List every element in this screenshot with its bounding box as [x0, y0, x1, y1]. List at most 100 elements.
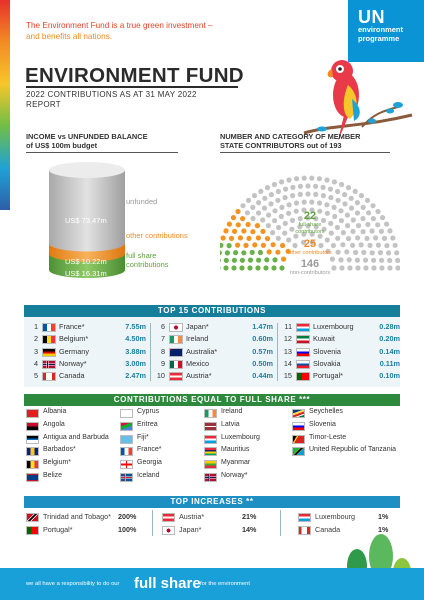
- other-dot: [235, 208, 241, 215]
- non-contributor-dot: [294, 176, 300, 182]
- increase-row: Trinidad and Tobago* 200%: [26, 512, 144, 524]
- other-dot: [241, 228, 247, 234]
- contribution-amount: 0.14m: [379, 346, 400, 356]
- other-dot: [280, 242, 286, 249]
- other-dot: [270, 242, 276, 248]
- non-contributor-dot: [360, 229, 366, 235]
- fullshare-dot: [239, 257, 245, 263]
- flag-icon: [204, 409, 217, 418]
- top15-row: 11 Luxembourg 0.28m: [282, 322, 400, 334]
- non-contributor-dot: [358, 242, 364, 248]
- country-name: Japan*: [179, 524, 202, 534]
- other-dot: [275, 249, 281, 255]
- non-contributor-dot: [297, 224, 303, 230]
- member-dots-chart: [220, 175, 400, 271]
- non-contributor-dot: [355, 235, 361, 241]
- country-name: Georgia: [137, 459, 162, 467]
- fullshare-dot: [220, 258, 221, 263]
- non-contributor-dot: [384, 221, 390, 227]
- other-dot: [260, 228, 266, 234]
- non-contributor-dot: [329, 256, 335, 262]
- fullshare-dot: [223, 257, 229, 263]
- non-contributor-dot: [338, 208, 344, 214]
- non-contributor-dot: [339, 181, 345, 188]
- country-name: Canada: [59, 371, 85, 381]
- fullshare-value: US$ 16.31m: [65, 269, 107, 278]
- rank: 3: [33, 346, 38, 356]
- non-contributor-dot: [394, 250, 400, 256]
- rank: 10: [156, 371, 165, 381]
- non-contributor-dot: [301, 175, 307, 181]
- fullshare-dot: [220, 250, 222, 256]
- non-contributor-dot: [251, 193, 258, 199]
- non-contributor-dot: [316, 176, 322, 182]
- contribution-amount: 7.55m: [125, 322, 146, 331]
- non-contributor-dot: [324, 202, 330, 208]
- non-contributor-dot: [318, 242, 324, 249]
- country-name: Cyprus: [137, 408, 160, 415]
- flag-icon: [120, 473, 133, 482]
- non-contributor-dot: [392, 242, 398, 248]
- cylinder-top: [49, 162, 125, 178]
- increase-row: Luxembourg 1%: [298, 512, 416, 524]
- non-contributor-dot: [342, 201, 348, 207]
- non-contributor-dot: [364, 235, 370, 241]
- non-contributor-dot: [328, 195, 334, 201]
- fullshare-count-label: full share contributors: [295, 222, 325, 235]
- non-contributor-dot: [265, 223, 271, 229]
- fullshare-dot: [220, 266, 221, 270]
- fullshare-dot: [279, 265, 285, 271]
- contribution-amount: 2.47m: [125, 371, 146, 381]
- non-count: 146: [300, 258, 320, 270]
- non-contributor-dot: [282, 195, 288, 201]
- non-contributor-dot: [371, 265, 377, 271]
- non-contributor-dot: [320, 193, 326, 199]
- non-contributor-dot: [276, 224, 282, 231]
- other-dot: [250, 229, 256, 235]
- flag-icon: [26, 421, 39, 431]
- other-count-block: 25 other contributors: [270, 238, 350, 256]
- non-contributor-dot: [320, 184, 326, 190]
- flag-icon: [26, 473, 39, 482]
- non-contributor-dot: [283, 186, 289, 192]
- rank: 7: [160, 334, 165, 344]
- flag-icon: [120, 447, 133, 457]
- top15-row: 9 Mexico 0.50m: [155, 359, 273, 371]
- country-name: Angola: [43, 420, 65, 428]
- unep-logo[interactable]: UN environment programme: [348, 0, 424, 62]
- flag-icon: [120, 409, 133, 418]
- non-contributor-dot: [271, 181, 277, 188]
- country-name: Luxembourg: [313, 322, 354, 331]
- contribution-amount: 4.50m: [125, 334, 146, 344]
- flag-icon: [169, 359, 183, 369]
- member-heading-line2: STATE CONTRIBUTORS out of 193: [220, 141, 342, 150]
- non-contributor-dot: [268, 201, 274, 207]
- flag-icon: [26, 460, 39, 470]
- flag-icon: [298, 513, 311, 522]
- country-name: Slovakia: [313, 358, 341, 368]
- country-name: Myanmar: [221, 459, 251, 467]
- country-name: Japan*: [186, 322, 209, 331]
- flag-icon: [204, 460, 217, 470]
- rank: 5: [33, 371, 38, 381]
- non-contributor-dot: [339, 265, 345, 271]
- flag-icon: [296, 335, 310, 345]
- contribution-amount: 0.28m: [379, 322, 400, 331]
- non-contributor-dot: [344, 212, 350, 218]
- non-contributor-dot: [317, 208, 323, 214]
- country-name: Norway*: [221, 472, 248, 479]
- increase-percent: 100%: [118, 524, 137, 534]
- rank: 2: [33, 334, 38, 344]
- non-contributor-dot: [330, 242, 336, 249]
- non-contributor-dot: [335, 197, 341, 203]
- non-contributor-dot: [381, 235, 388, 241]
- non-contributor-dot: [290, 193, 296, 199]
- logo-un: UN: [358, 7, 385, 27]
- flag-icon: [169, 323, 183, 332]
- flag-icon: [26, 513, 39, 522]
- country-name: Seychelles: [309, 408, 343, 415]
- non-contributor-dot: [261, 205, 268, 211]
- fullshare-dot: [256, 257, 262, 263]
- rank: 14: [283, 358, 292, 368]
- country-name: Slovenia: [309, 420, 336, 428]
